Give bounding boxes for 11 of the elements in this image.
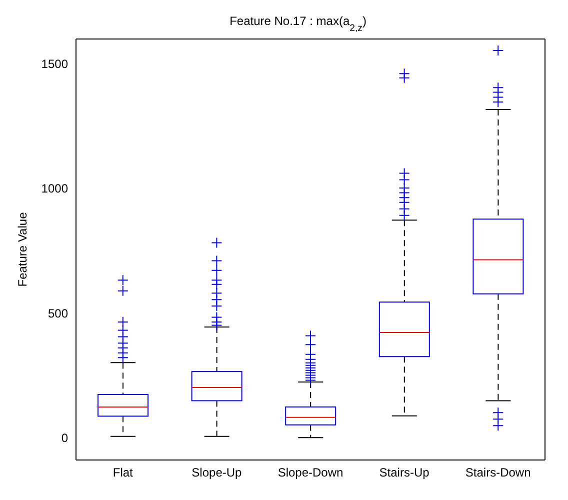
y-tick-label: 0 <box>61 430 68 445</box>
x-tick-label: Slope-Down <box>278 466 344 480</box>
y-tick-label: 1000 <box>41 182 68 196</box>
x-tick-label: Stairs-Down <box>465 466 531 480</box>
chart-title: Feature No.17 : max(a$_{2,z}$) <box>230 14 366 34</box>
x-tick-label: Stairs-Up <box>379 466 430 480</box>
y-tick-label: 1500 <box>41 57 68 72</box>
x-tick-label: Flat <box>112 466 134 480</box>
x-tick-label: Slope-Up <box>192 466 242 480</box>
y-tick-label: 500 <box>48 306 68 320</box>
y-axis-title: Feature Value <box>15 212 30 287</box>
